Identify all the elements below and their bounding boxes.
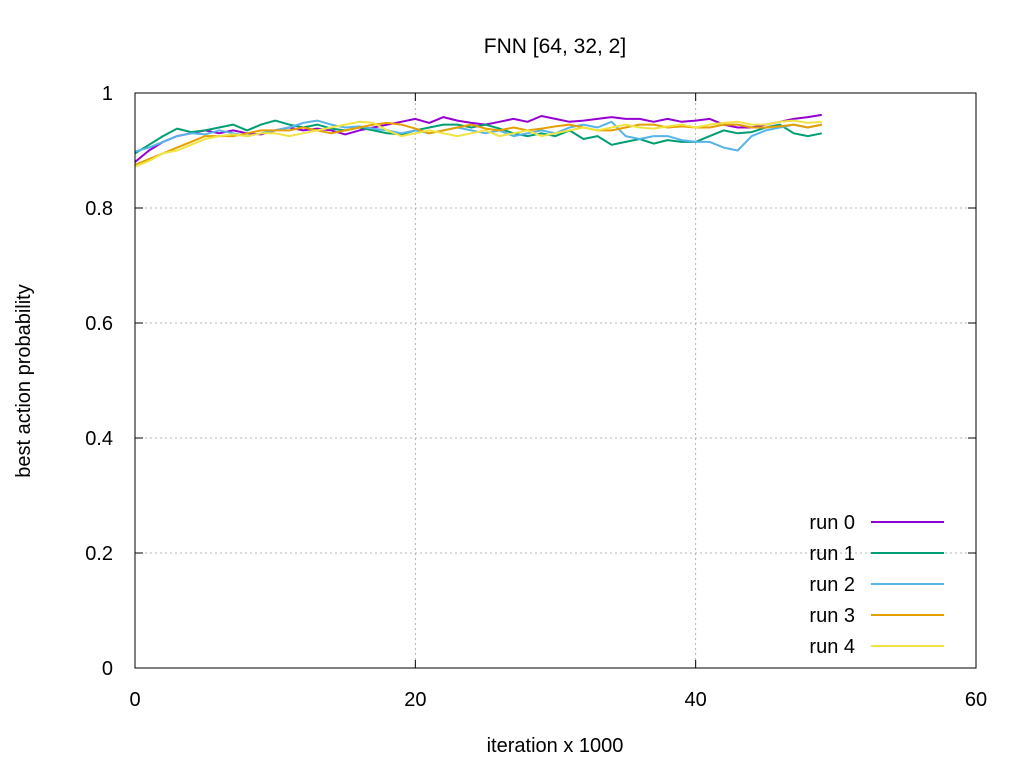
x-tick-label: 40	[685, 689, 707, 711]
axis-ticks: 0 0.2 0.4 0.6 0.8 1 0 20 40 60	[85, 83, 987, 711]
series-line-run-0	[134, 113, 822, 163]
y-tick-label: 0	[102, 658, 113, 680]
y-axis-label: best action probability	[13, 284, 35, 477]
x-axis-label: iteration x 1000	[487, 735, 624, 757]
series-line-run-4	[134, 119, 822, 168]
plot-frame	[134, 92, 977, 669]
chart-title: FNN [64, 32, 2]	[484, 35, 626, 58]
legend-label: run 0	[809, 512, 855, 534]
y-tick-label: 0.6	[85, 313, 113, 335]
x-tick-label: 0	[129, 689, 140, 711]
legend-label: run 4	[809, 636, 855, 658]
y-tick-label: 0.2	[85, 543, 113, 565]
legend: run 0 run 1 run 2 run 3 run 4	[809, 512, 944, 658]
y-tick-label: 0.4	[85, 428, 113, 450]
y-tick-label: 0.8	[85, 198, 113, 220]
legend-label: run 2	[809, 574, 855, 596]
y-tick-label: 1	[102, 83, 113, 105]
legend-label: run 1	[809, 543, 855, 565]
legend-label: run 3	[809, 605, 855, 627]
x-tick-label: 60	[965, 689, 987, 711]
grid-lines	[135, 93, 976, 668]
series-lines	[134, 113, 823, 168]
series-line-run-3	[134, 121, 823, 166]
x-tick-label: 20	[404, 689, 426, 711]
